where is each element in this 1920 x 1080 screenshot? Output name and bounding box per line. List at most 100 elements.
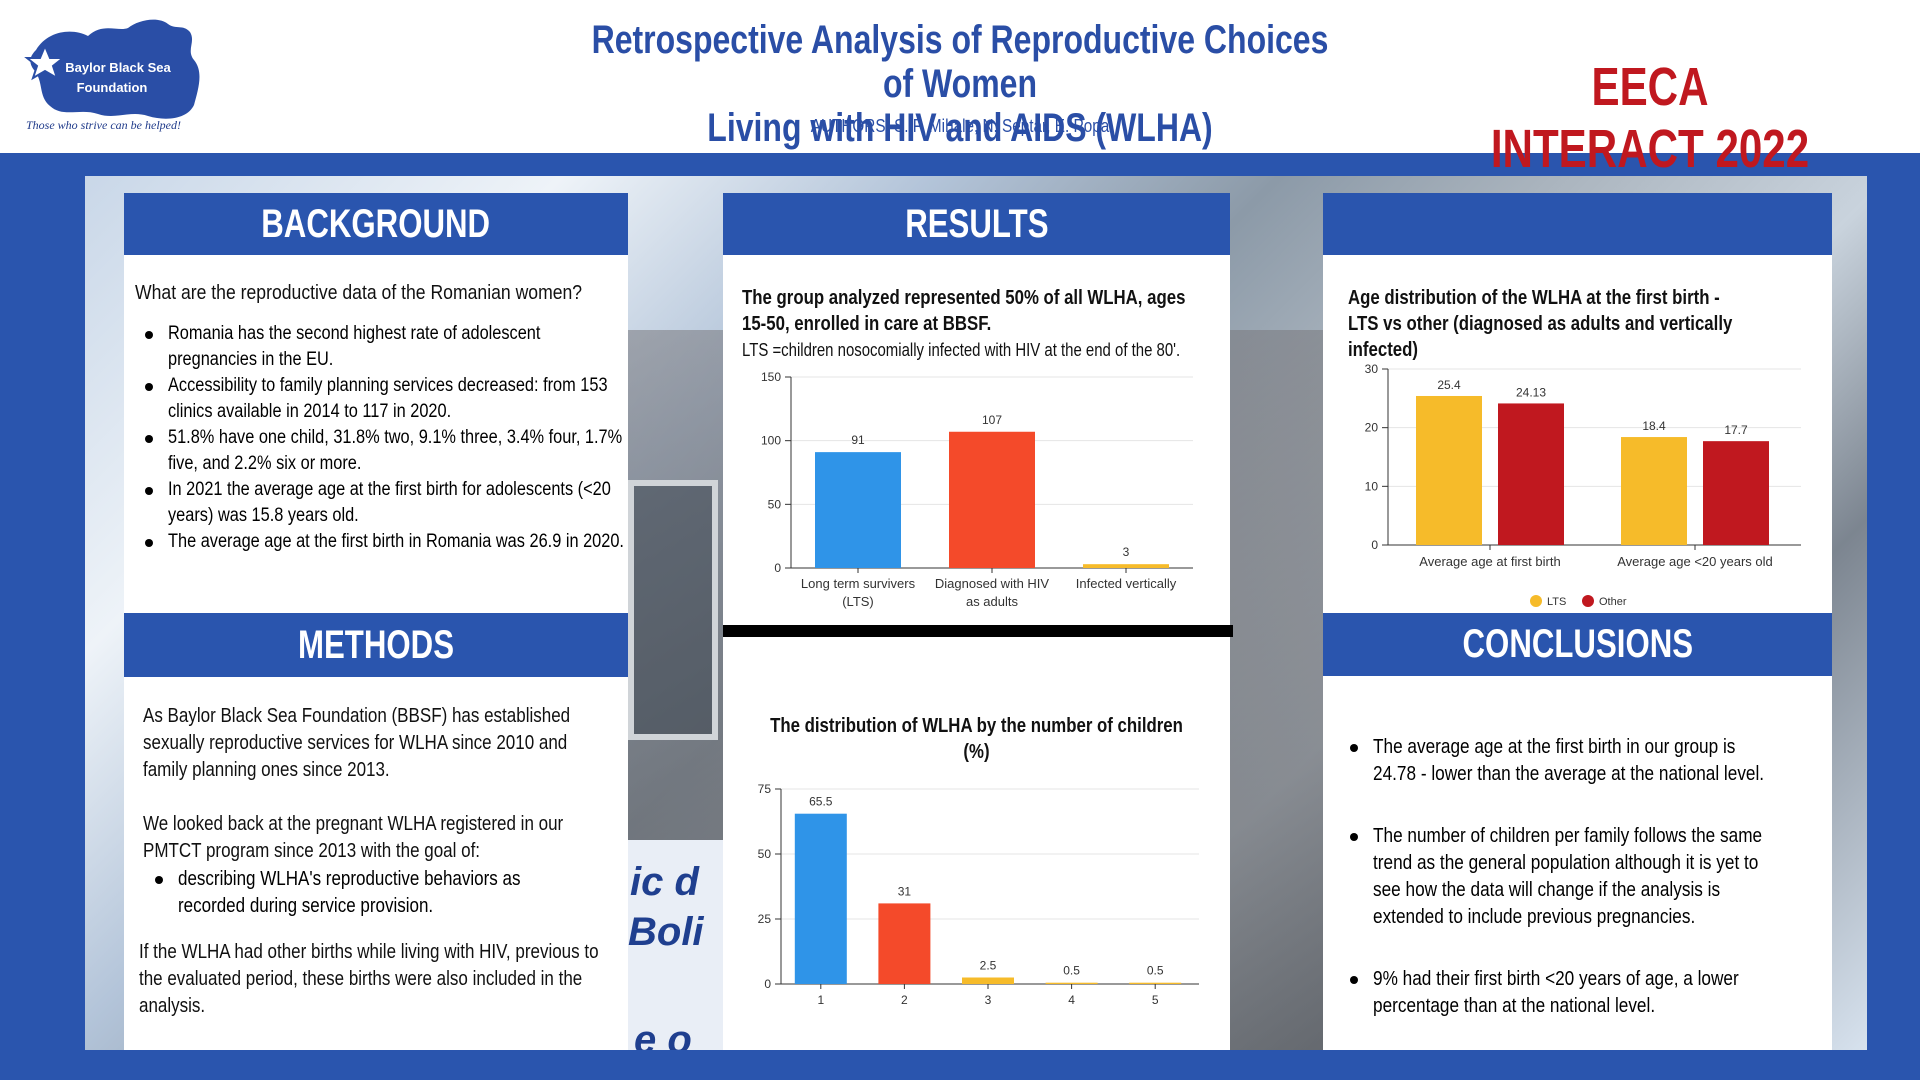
chart3-title: Age distribution of the WLHA at the firs… (1348, 287, 1733, 361)
x-tick-label: 3 (985, 993, 992, 1007)
x-tick-label: 2 (901, 993, 908, 1007)
results-chart-panel-2: The distribution of WLHA by the number o… (723, 637, 1230, 1050)
sign-text-line1: ic d (630, 860, 699, 904)
legend-label: Other (1599, 596, 1627, 608)
legend-label: LTS (1547, 596, 1566, 608)
list-item: In 2021 the average age at the first bir… (133, 477, 693, 529)
results-divider (723, 625, 1233, 637)
methods-paragraph-1: As Baylor Black Sea Foundation (BBSF) ha… (143, 705, 571, 781)
poster-title: Retrospective Analysis of Reproductive C… (576, 18, 1344, 150)
list-item: Accessibility to family planning service… (133, 373, 693, 425)
x-tick-label: 5 (1152, 993, 1159, 1007)
x-tick-label: 1 (817, 993, 824, 1007)
list-item: The number of children per family follow… (1338, 823, 1858, 931)
methods-heading: METHODS (124, 613, 628, 677)
star-icon (24, 43, 66, 81)
bar (794, 813, 847, 984)
x-tick-label: Infected vertically (1076, 576, 1177, 591)
poster-title-line1: Retrospective Analysis of Reproductive C… (591, 18, 1329, 106)
y-tick-label: 0 (1371, 538, 1378, 552)
lts-note: LTS =children nosocomially infected with… (742, 340, 1181, 360)
y-tick-label: 50 (758, 847, 772, 861)
chart2-title: The distribution of WLHA by the number o… (770, 715, 1183, 763)
bar (1083, 564, 1169, 568)
data-label: 17.7 (1724, 423, 1748, 437)
data-label: 31 (898, 884, 912, 898)
x-tick-label: Average age <20 years old (1617, 554, 1773, 569)
y-tick-label: 0 (774, 561, 781, 575)
x-tick-label: (LTS) (842, 594, 874, 609)
x-tick-label: Long term survivers (801, 576, 916, 591)
y-tick-label: 0 (764, 977, 771, 991)
bar (878, 903, 931, 984)
building-window (628, 480, 718, 740)
building-sign: ic d Boli e o (628, 840, 728, 1050)
x-tick-label: as adults (966, 594, 1019, 609)
y-tick-label: 50 (768, 497, 782, 511)
list-item: describing WLHA's reproductive behaviors… (143, 866, 663, 920)
bar (962, 977, 1014, 984)
y-tick-label: 150 (761, 370, 781, 384)
data-label: 24.13 (1516, 385, 1546, 399)
methods-paragraph-3: If the WLHA had other births while livin… (139, 941, 599, 1017)
background-question: What are the reproductive data of the Ro… (135, 282, 583, 304)
sign-text-line2: Boli (628, 910, 704, 954)
data-label: 0.5 (1147, 964, 1164, 978)
results-chart-panel-1: The group analyzed represented 50% of al… (723, 255, 1230, 625)
x-tick-label: 4 (1068, 993, 1075, 1007)
y-tick-label: 25 (758, 912, 772, 926)
results-intro: The group analyzed represented 50% of al… (742, 287, 1186, 335)
list-item: 51.8% have one child, 31.8% two, 9.1% th… (133, 425, 693, 477)
conclusions-heading: CONCLUSIONS (1323, 613, 1832, 676)
data-label: 25.4 (1437, 378, 1461, 392)
logo-tagline: Those who strive can be helped! (26, 118, 181, 132)
conclusions-panel: The average age at the first birth in ou… (1323, 676, 1832, 1050)
event-name: EECA INTERACT 2022 (1490, 57, 1810, 179)
x-tick-label: Diagnosed with HIV (935, 576, 1049, 591)
list-item: Romania has the second highest rate of a… (133, 321, 693, 373)
data-label: 91 (851, 433, 865, 447)
bar (949, 431, 1035, 568)
logo-text-line1: Baylor Black Sea (65, 60, 171, 75)
bar (1498, 403, 1564, 545)
y-tick-label: 10 (1365, 479, 1379, 493)
right-panel-heading (1323, 193, 1832, 255)
y-tick-label: 100 (761, 434, 781, 448)
results-heading: RESULTS (723, 193, 1230, 255)
poster-title-line2: Living with HIV and AIDS (WLHA) (707, 106, 1213, 150)
y-tick-label: 75 (758, 782, 772, 796)
group-composition-chart: 0 50 100 150 91 Long term survivers (LTS) 107 Di… (761, 370, 1193, 609)
y-tick-label: 20 (1365, 421, 1379, 435)
age-chart-panel: Age distribution of the WLHA at the firs… (1323, 255, 1832, 613)
data-label: 18.4 (1642, 419, 1666, 433)
methods-panel: As Baylor Black Sea Foundation (BBSF) ha… (124, 677, 628, 1050)
black-sea-map-logo: Baylor Black Sea Foundation (24, 19, 200, 119)
bar (1416, 395, 1482, 545)
logo-text-line2: Foundation (77, 80, 148, 95)
data-label: 2.5 (980, 959, 997, 973)
bar (1621, 437, 1687, 545)
data-label: 107 (982, 413, 1002, 427)
methods-paragraph-2: We looked back at the pregnant WLHA regi… (143, 813, 564, 862)
data-label: 65.5 (809, 795, 833, 809)
sign-text-line3: e o (634, 1018, 692, 1050)
age-distribution-chart: 0 10 20 30 25.4 24.13 Average age at first bir… (1365, 362, 1801, 608)
bar (815, 452, 901, 568)
x-tick-label: Average age at first birth (1419, 554, 1560, 569)
data-label: 3 (1123, 545, 1130, 559)
conclusions-bullet-list: The average age at the first birth in ou… (1338, 734, 1858, 1020)
legend-marker (1530, 595, 1542, 607)
bar (1703, 441, 1769, 545)
poster-header: Baylor Black Sea Foundation Those who st… (0, 0, 1920, 179)
bar (1129, 982, 1182, 984)
authors-line: AUTHORS: S. F. Mihale, N. Septar, E. Pop… (810, 116, 1110, 136)
list-item: The average age at the first birth in Ro… (133, 529, 693, 555)
list-item: 9% had their first birth <20 years of ag… (1338, 966, 1858, 1020)
data-label: 0.5 (1063, 964, 1080, 978)
bar (1045, 982, 1098, 984)
background-bullet-list: Romania has the second highest rate of a… (133, 321, 693, 555)
y-tick-label: 30 (1365, 362, 1379, 376)
list-item: The average age at the first birth in ou… (1338, 734, 1858, 788)
background-heading: BACKGROUND (124, 193, 628, 255)
children-distribution-chart: 0 25 50 75 65.5 1 31 2 2.5 3 0.5 4 0.5 5 (758, 782, 1199, 1007)
